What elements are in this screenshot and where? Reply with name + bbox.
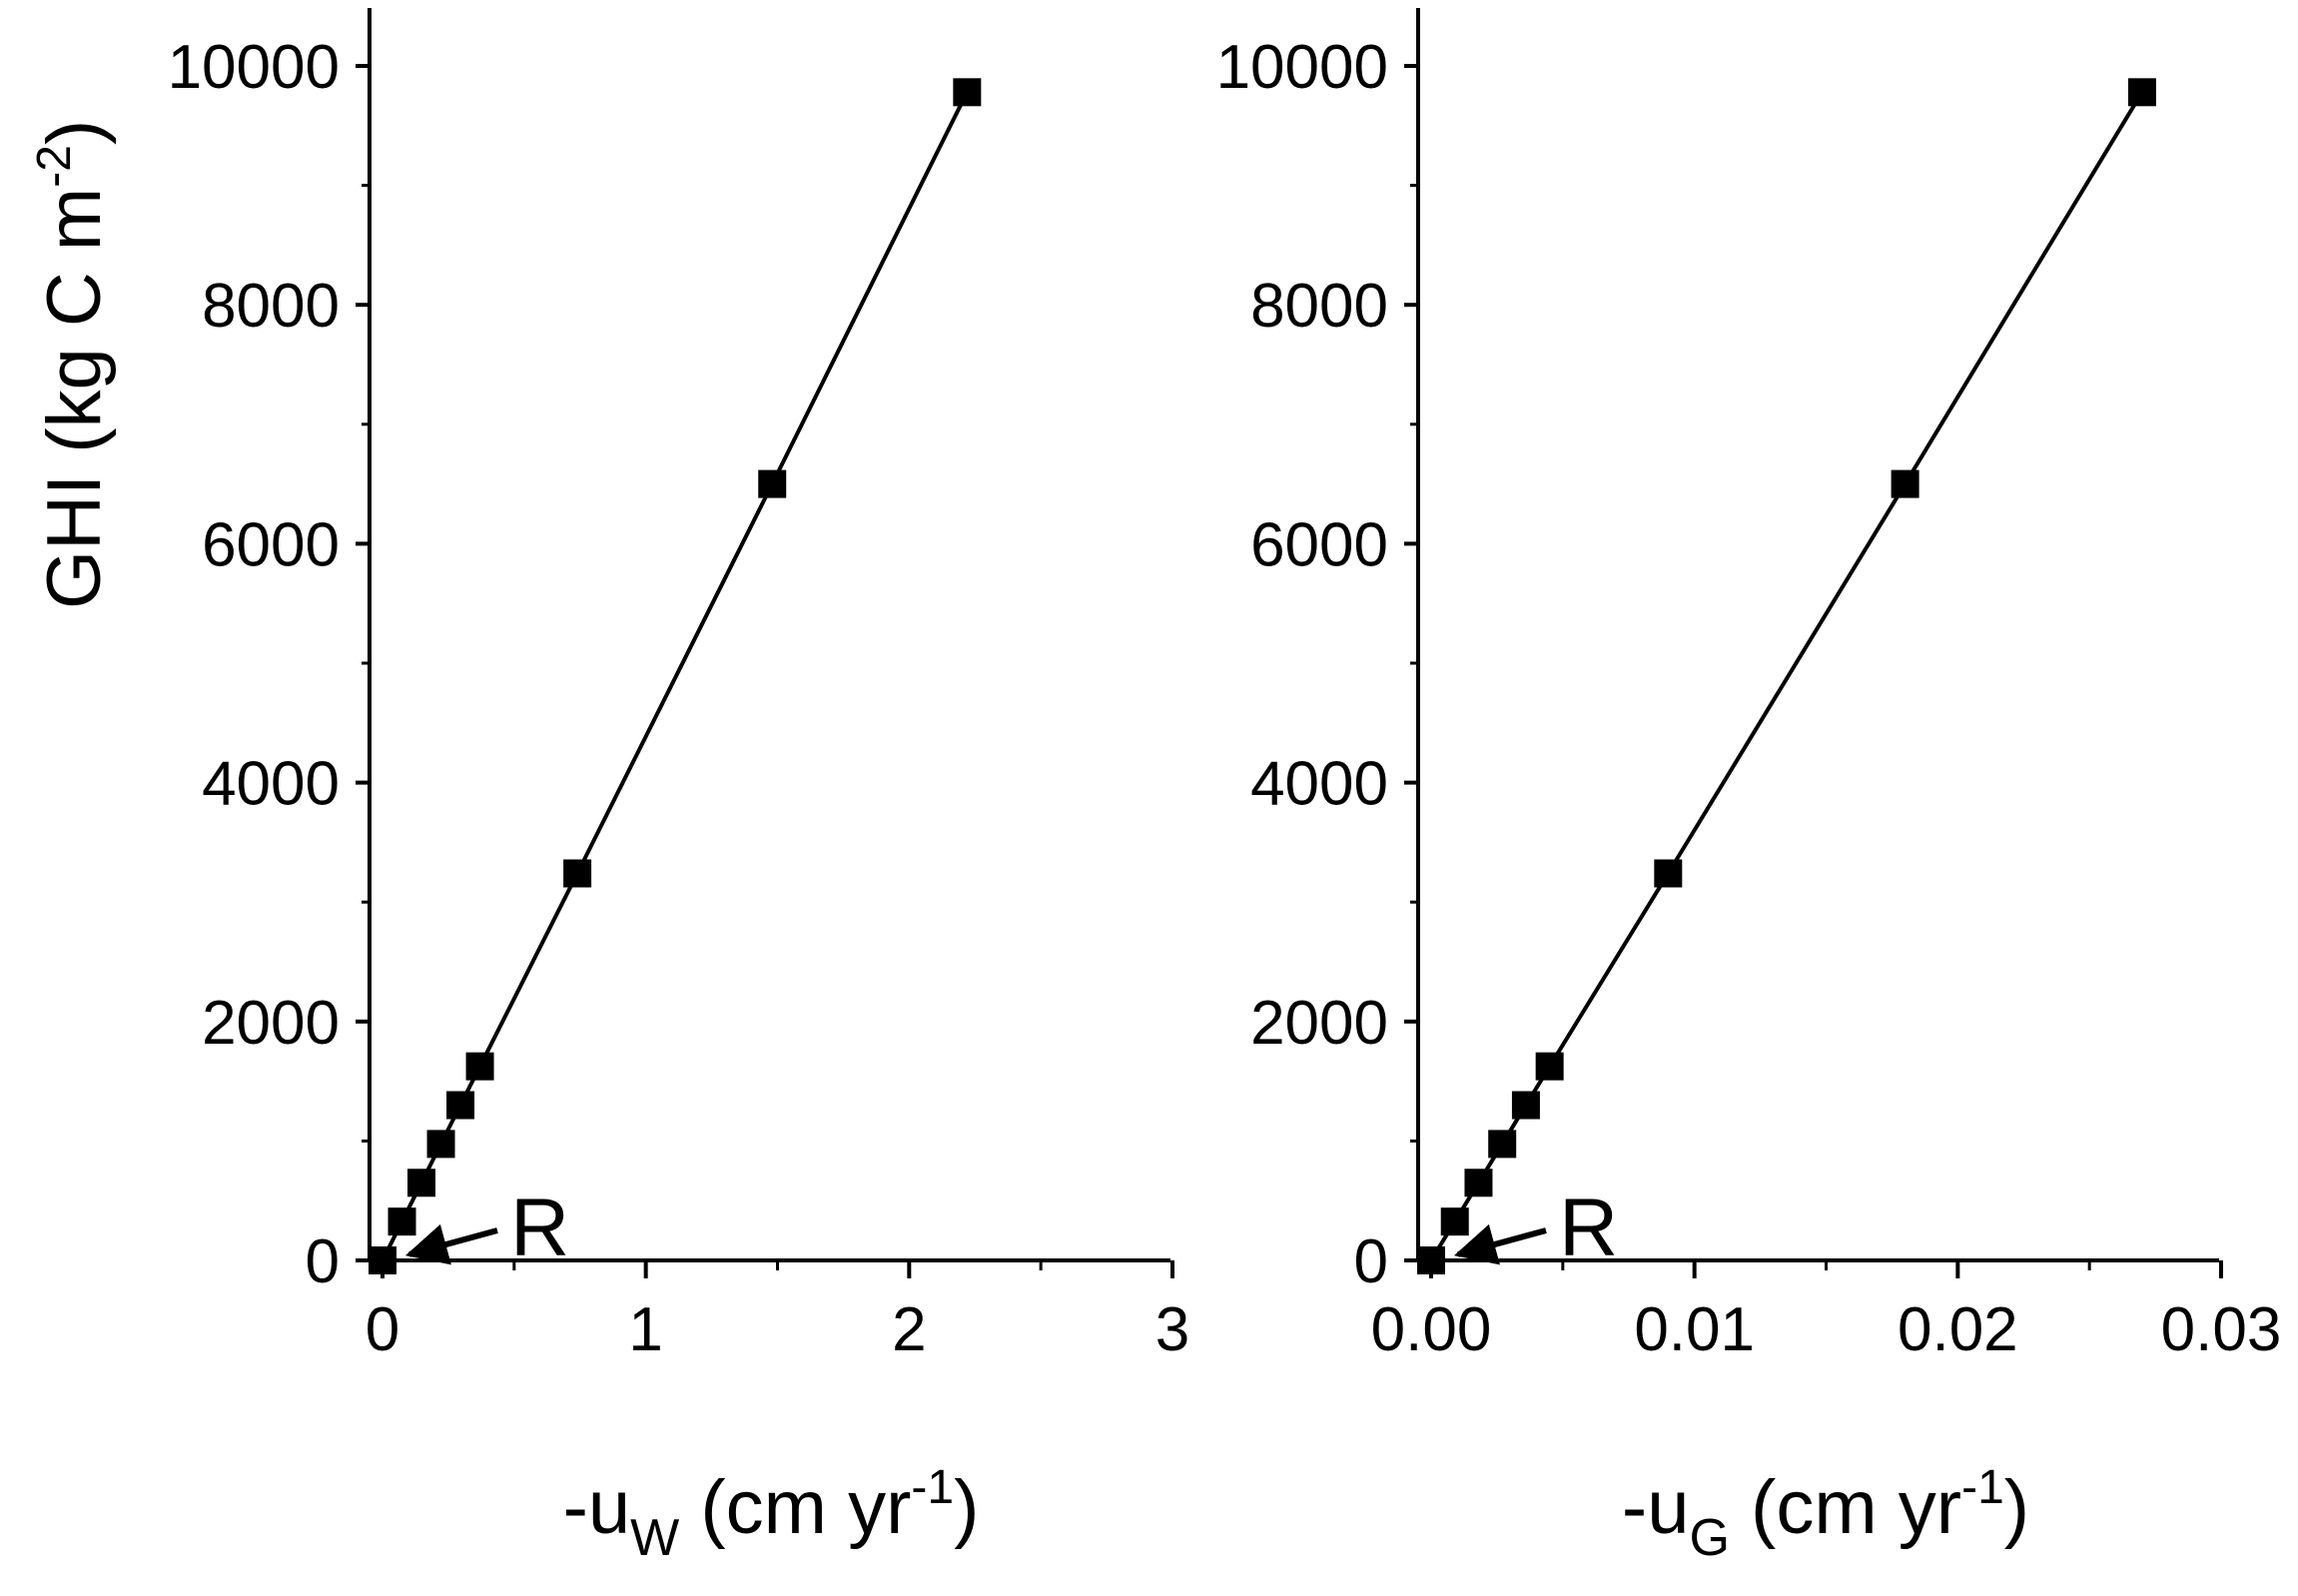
series-line bbox=[381, 91, 970, 1261]
annotation-arrow bbox=[1453, 1223, 1547, 1265]
data-point bbox=[1535, 1052, 1564, 1081]
data-point bbox=[1417, 1246, 1445, 1274]
data-point bbox=[953, 78, 982, 107]
y-axis-title-sup: -2 bbox=[28, 145, 81, 188]
x-axis-title-w-sup: -1 bbox=[911, 1461, 954, 1514]
y-tick-label: 8000 bbox=[202, 272, 340, 341]
data-point bbox=[1654, 859, 1683, 888]
x-tick-label: 0 bbox=[366, 1295, 399, 1364]
x-tick-label: 1 bbox=[628, 1295, 662, 1364]
y-tick-label: 2000 bbox=[1250, 989, 1388, 1058]
y-tick-label: 6000 bbox=[1250, 510, 1388, 579]
x-axis-title-w-sub: W bbox=[630, 1509, 679, 1567]
x-axis-title-g: -uG (cm yr-1) bbox=[1622, 1461, 2029, 1567]
x-axis-title-g-end: ) bbox=[2004, 1465, 2029, 1550]
data-point bbox=[1891, 469, 1919, 498]
annotation-arrow bbox=[404, 1223, 498, 1265]
x-tick-label: 0.02 bbox=[1898, 1295, 2018, 1364]
x-axis-title-w: -uW (cm yr-1) bbox=[563, 1461, 980, 1567]
y-axis-title-end: ) bbox=[32, 120, 117, 145]
y-tick-label: 4000 bbox=[1250, 750, 1388, 819]
y-axis-title-main: GHI (kg C m bbox=[32, 188, 117, 609]
series-line bbox=[1429, 91, 2144, 1262]
x-axis-title-g-sub: G bbox=[1689, 1509, 1729, 1567]
data-point bbox=[426, 1130, 455, 1159]
panel-left: GHI (kg C m-2) -uW (cm yr-1) 0 2000 4000 60… bbox=[28, 8, 1189, 1567]
y-tick-label: 2000 bbox=[202, 989, 340, 1058]
x-tick-label: 0.00 bbox=[1371, 1295, 1492, 1364]
y-tick-label: 8000 bbox=[1250, 272, 1388, 341]
data-point bbox=[1440, 1207, 1469, 1236]
data-point bbox=[1464, 1169, 1493, 1197]
x-axis-title-g-sup: -1 bbox=[1961, 1461, 2004, 1514]
x-tick-label: 3 bbox=[1155, 1295, 1189, 1364]
y-tick-label: 0 bbox=[1354, 1227, 1388, 1296]
data-point bbox=[465, 1052, 494, 1081]
x-axis-title-w-mid: (cm yr bbox=[679, 1465, 911, 1550]
y-tick-label: 6000 bbox=[202, 510, 340, 579]
x-tick-label: 0.01 bbox=[1634, 1295, 1755, 1364]
data-point bbox=[1511, 1091, 1540, 1120]
data-point bbox=[387, 1207, 416, 1236]
x-tick-label: 0.03 bbox=[2161, 1295, 2282, 1364]
data-point bbox=[2127, 78, 2156, 107]
data-point bbox=[758, 469, 787, 498]
panel-right: -uG (cm yr-1) 0 2000 4000 6000 8000 10000 0.00… bbox=[1216, 8, 2282, 1567]
x-axis-title-g-main: -u bbox=[1622, 1465, 1690, 1550]
data-point bbox=[563, 859, 592, 888]
x-axis-title-w-end: ) bbox=[954, 1465, 979, 1550]
y-tick-label: 10000 bbox=[1216, 33, 1388, 102]
y-tick-label: 10000 bbox=[168, 33, 340, 102]
data-point bbox=[407, 1169, 436, 1197]
x-tick-label: 2 bbox=[892, 1295, 926, 1364]
y-tick-label: 4000 bbox=[202, 750, 340, 819]
data-point bbox=[1488, 1130, 1517, 1159]
data-point bbox=[369, 1246, 396, 1274]
y-tick-label: 0 bbox=[306, 1227, 340, 1296]
annotation-label-r: R bbox=[1559, 1183, 1618, 1273]
x-axis-title-w-main: -u bbox=[563, 1465, 631, 1550]
x-axis-title-g-mid: (cm yr bbox=[1730, 1465, 1961, 1550]
annotation-label-r: R bbox=[510, 1183, 569, 1273]
data-point bbox=[446, 1091, 475, 1120]
y-axis-title: GHI (kg C m-2) bbox=[28, 120, 117, 609]
